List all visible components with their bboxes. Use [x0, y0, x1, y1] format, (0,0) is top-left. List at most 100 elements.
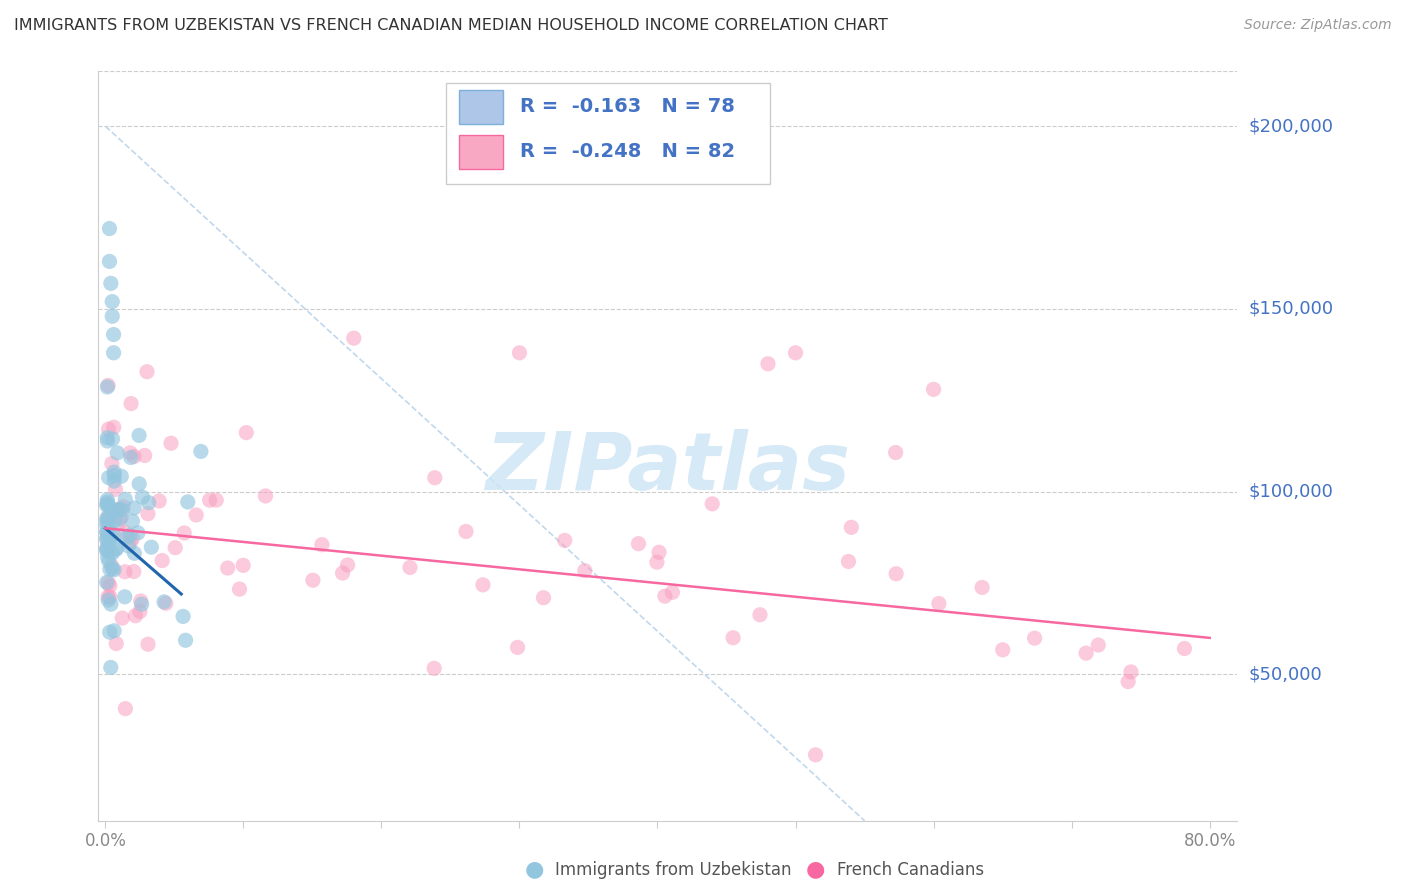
Point: [118, 528, 141, 542]
FancyBboxPatch shape: [460, 90, 503, 124]
Point: [103, 465, 125, 479]
Point: [103, 624, 125, 638]
Text: ●: ●: [806, 860, 825, 880]
Point: [141, 540, 163, 554]
Point: [155, 596, 177, 610]
Point: [97, 576, 120, 591]
Point: [111, 611, 134, 625]
Point: [117, 539, 139, 553]
Text: $100,000: $100,000: [1249, 483, 1333, 500]
Point: [96, 434, 118, 448]
Point: [702, 497, 724, 511]
Point: [96, 525, 118, 540]
Point: [97, 510, 120, 524]
Point: [108, 502, 131, 516]
Point: [103, 563, 125, 577]
Point: [131, 597, 153, 611]
Point: [232, 558, 254, 573]
Point: [115, 529, 138, 543]
Point: [136, 365, 159, 379]
Point: [302, 573, 325, 587]
Point: [100, 529, 122, 543]
Point: [173, 526, 195, 541]
Point: [101, 503, 124, 517]
Point: [98, 254, 121, 268]
Point: [100, 597, 122, 611]
Point: [138, 496, 160, 510]
Point: [150, 553, 173, 567]
Point: [103, 468, 125, 483]
FancyBboxPatch shape: [460, 135, 503, 169]
Point: [190, 444, 212, 458]
Point: [749, 607, 772, 622]
Point: [177, 495, 200, 509]
Point: [114, 565, 136, 579]
Point: [129, 594, 152, 608]
Point: [131, 490, 153, 504]
Text: Immigrants from Uzbekistan: Immigrants from Uzbekistan: [555, 861, 792, 879]
Text: IMMIGRANTS FROM UZBEKISTAN VS FRENCH CANADIAN MEDIAN HOUSEHOLD INCOME CORRELATIO: IMMIGRANTS FROM UZBEKISTAN VS FRENCH CAN…: [14, 18, 889, 33]
Point: [127, 525, 149, 540]
Point: [884, 566, 907, 581]
Point: [136, 507, 159, 521]
Point: [96, 575, 118, 590]
Point: [648, 545, 671, 559]
Point: [105, 636, 128, 650]
Point: [122, 501, 145, 516]
Point: [103, 346, 125, 360]
Point: [645, 555, 668, 569]
Point: [97, 470, 120, 484]
Point: [205, 493, 228, 508]
Point: [108, 512, 131, 526]
Point: [105, 446, 128, 460]
Point: [97, 590, 120, 604]
Text: $50,000: $50,000: [1249, 665, 1322, 683]
Point: [165, 541, 187, 555]
Point: [96, 524, 118, 539]
Text: Source: ZipAtlas.com: Source: ZipAtlas.com: [1244, 18, 1392, 32]
Point: [172, 609, 194, 624]
Point: [217, 561, 239, 575]
Point: [107, 517, 129, 532]
Point: [148, 494, 170, 508]
Point: [311, 538, 333, 552]
Point: [884, 445, 907, 459]
Point: [121, 514, 143, 528]
Point: [128, 476, 150, 491]
Point: [98, 500, 121, 514]
Point: [804, 747, 827, 762]
Point: [100, 660, 122, 674]
Point: [991, 643, 1014, 657]
Point: [785, 346, 807, 360]
Point: [101, 546, 124, 560]
Point: [922, 382, 945, 396]
Point: [111, 503, 134, 517]
Point: [134, 449, 156, 463]
Point: [97, 593, 120, 607]
Point: [122, 450, 145, 464]
Point: [98, 579, 121, 593]
Point: [128, 428, 150, 442]
Text: R =  -0.248   N = 82: R = -0.248 N = 82: [520, 143, 735, 161]
Point: [114, 525, 136, 540]
Point: [96, 492, 118, 507]
Point: [153, 595, 176, 609]
FancyBboxPatch shape: [446, 83, 770, 184]
Point: [1173, 641, 1195, 656]
Point: [399, 560, 422, 574]
Point: [721, 631, 744, 645]
Point: [174, 633, 197, 648]
Point: [423, 661, 446, 675]
Point: [1087, 638, 1109, 652]
Text: $200,000: $200,000: [1249, 117, 1333, 136]
Point: [97, 510, 120, 524]
Point: [100, 558, 122, 573]
Point: [96, 495, 118, 509]
Point: [97, 517, 120, 532]
Point: [98, 625, 121, 640]
Text: ZIPatlas: ZIPatlas: [485, 429, 851, 508]
Point: [96, 499, 118, 513]
Point: [98, 221, 121, 235]
Point: [120, 396, 142, 410]
Point: [101, 526, 124, 541]
